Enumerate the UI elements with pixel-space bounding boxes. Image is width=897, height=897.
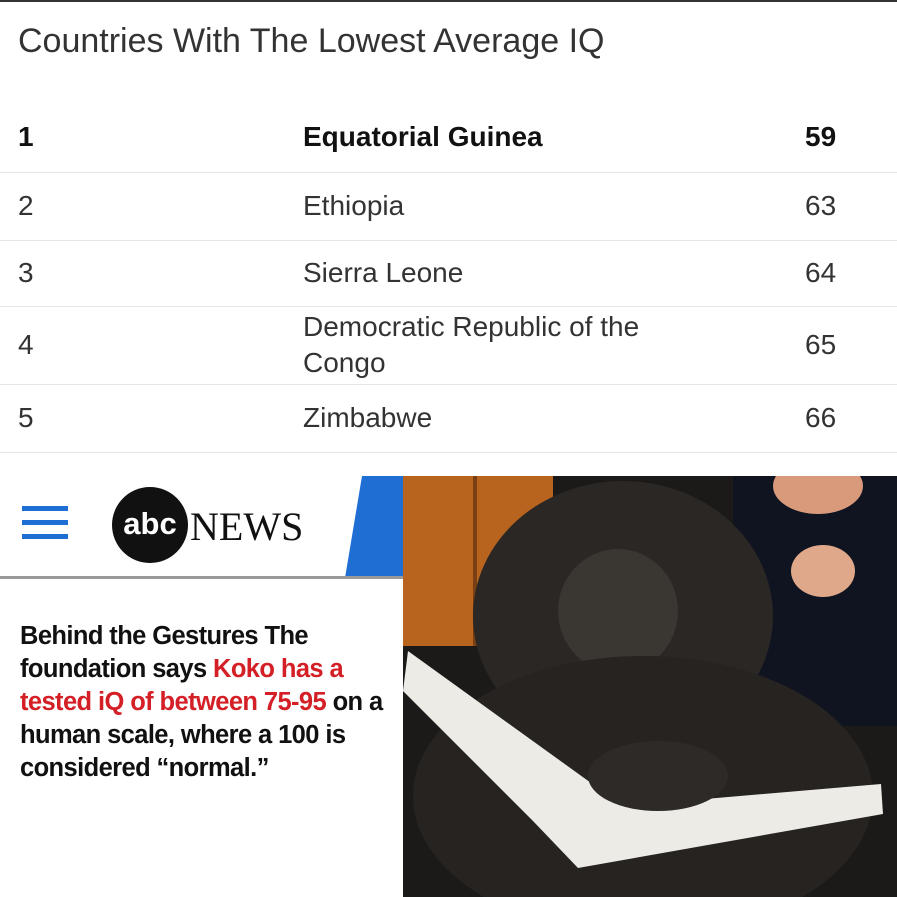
rank-cell: 1: [18, 121, 34, 152]
country-cell: Ethiopia: [303, 190, 405, 221]
table-row: 3 Sierra Leone 64: [0, 240, 897, 307]
header-divider: [0, 576, 403, 579]
menu-icon[interactable]: [22, 506, 68, 539]
caption: Behind the Gestures The foundation says …: [20, 620, 390, 785]
title: Countries With The Lowest Average IQ: [18, 22, 605, 60]
table-row: 1 Equatorial Guinea 59: [0, 102, 897, 173]
iq-cell: 66: [805, 402, 837, 433]
header-accent: [345, 476, 403, 578]
news-panel: abc NEWS: [0, 476, 403, 897]
iq-cell: 59: [805, 121, 837, 152]
table-row: 5 Zimbabwe 66: [0, 384, 897, 453]
top-border: [0, 0, 897, 2]
table-row: 4 Democratic Republic of the Congo 65: [0, 306, 897, 385]
country-cell: Equatorial Guinea: [303, 121, 543, 152]
brand-text: NEWS: [190, 504, 303, 549]
country-cell: Democratic Republic of the Congo: [303, 311, 640, 378]
iq-cell: 63: [805, 190, 837, 221]
rank-cell: 5: [18, 402, 34, 433]
photo: [403, 476, 897, 897]
table-row: 2 Ethiopia 63: [0, 172, 897, 241]
iq-cell: 65: [805, 329, 837, 360]
caption-text: Behind the Gestures The foundation says: [20, 622, 309, 683]
country-cell: Sierra Leone: [303, 257, 464, 288]
rank-cell: 3: [18, 257, 34, 288]
country-cell: Zimbabwe: [303, 402, 433, 433]
news-header: abc NEWS: [0, 476, 403, 579]
caption-text: on a human scale, where a 100 is conside…: [20, 688, 383, 782]
caption-highlight: Koko has a tested iQ of between 75-95: [20, 655, 344, 716]
logo-circle: [112, 487, 188, 563]
rank-cell: 2: [18, 190, 34, 221]
iq-cell: 64: [805, 257, 837, 288]
logo-text: abc: [123, 506, 176, 541]
rank-cell: 4: [18, 329, 34, 360]
